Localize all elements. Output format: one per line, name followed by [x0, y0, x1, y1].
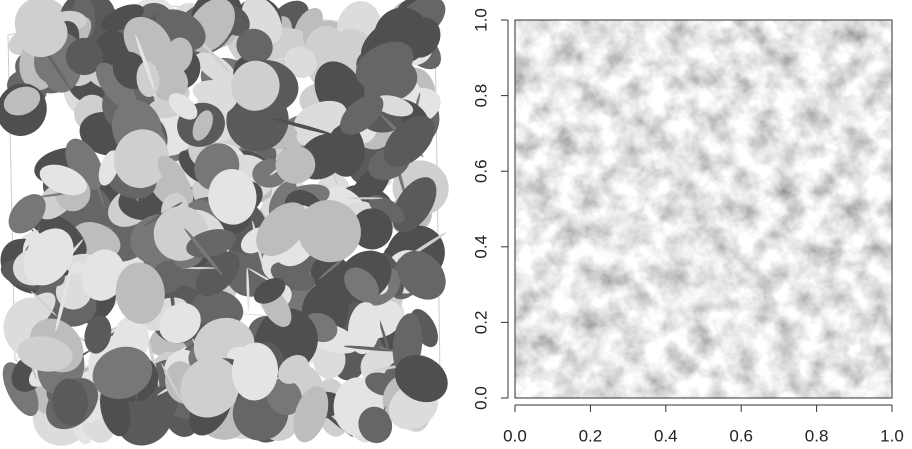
x-tick-label: 0.6 [729, 426, 753, 445]
x-tick-label: 0.2 [579, 426, 603, 445]
y-tick-label: 0.0 [471, 386, 490, 410]
y-tick-label: 1.0 [471, 8, 490, 32]
figure: 0.0 0.2 0.4 0.6 0.8 1.0 0.0 0.2 0.4 0.6 0.8 1.0 [0, 0, 912, 449]
y-tick-label: 0.6 [471, 159, 490, 183]
noise-image [515, 20, 892, 398]
y-tick-label: 0.8 [471, 84, 490, 108]
y-tick-label: 0.2 [471, 311, 490, 335]
x-tick-label: 0.0 [503, 426, 527, 445]
x-tick-label: 0.8 [805, 426, 829, 445]
plot: 0.0 0.2 0.4 0.6 0.8 1.0 0.0 0.2 0.4 0.6 0.8 1.0 [471, 8, 903, 445]
y-tick-label: 0.4 [471, 235, 490, 259]
disc-render [0, 0, 457, 449]
disc [347, 197, 382, 199]
x-tick-label: 0.4 [654, 426, 678, 445]
x-tick-label: 1.0 [880, 426, 904, 445]
